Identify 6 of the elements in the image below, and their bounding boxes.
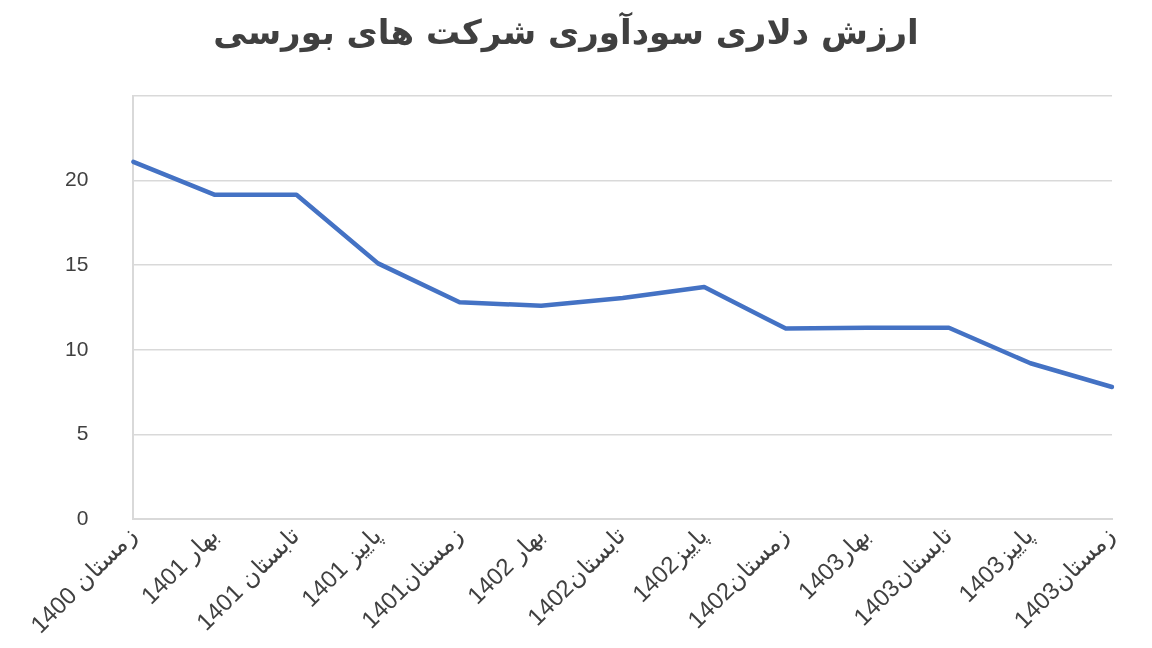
y-tick-label: 5 xyxy=(76,421,89,445)
y-tick-label: 20 xyxy=(65,167,89,191)
chart-title: ارزش دلاری سودآوری شرکت های بورسی xyxy=(213,11,919,54)
y-tick-label: 0 xyxy=(76,505,89,529)
y-tick-label: 10 xyxy=(65,336,89,360)
y-tick-label: 15 xyxy=(65,251,89,275)
